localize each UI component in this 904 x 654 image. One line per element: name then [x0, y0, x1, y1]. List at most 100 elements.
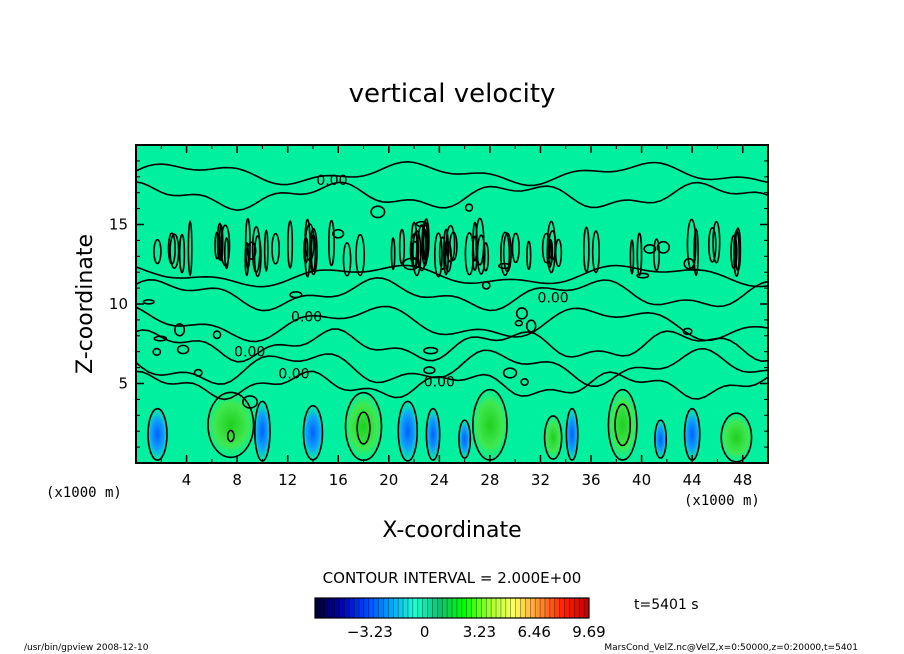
colorbar-cell: [398, 598, 404, 618]
x-axis-label: X-coordinate: [382, 518, 521, 543]
contour-line: [438, 236, 447, 271]
contour-line: [178, 233, 186, 274]
contour-line: [152, 347, 162, 356]
x-tick-label: 20: [379, 471, 398, 489]
footer-right: MarsCond_VelZ.nc@VelZ,x=0:50000,z=0:2000…: [604, 643, 858, 653]
contour-line: [287, 220, 294, 269]
colorbar-cell: [378, 598, 384, 618]
contour-line: [614, 403, 632, 447]
x-tick-label: 16: [329, 471, 348, 489]
updraft-cell: [467, 383, 513, 463]
contour-line: [449, 231, 458, 261]
y-tick-label: 5: [118, 375, 128, 393]
colorbar-cell: [554, 598, 560, 618]
downdraft-cell: [424, 404, 442, 463]
contour-line: [153, 335, 168, 342]
contour-line: [174, 323, 186, 337]
contour-line: [629, 239, 635, 275]
contour-line: [390, 237, 396, 271]
colorbar-cell: [496, 598, 502, 618]
colorbar-cell: [373, 598, 379, 618]
colorbar-cell: [510, 598, 516, 618]
contour-line: [332, 228, 345, 239]
colorbar-cell: [491, 598, 497, 618]
contour-line: [356, 411, 371, 445]
colorbar-cell: [579, 598, 585, 618]
plot-area: 0.000.000.000.000.00 0.00 4 8 12 16 20 24 28 32 3…: [109, 144, 769, 489]
contour-line: [370, 205, 386, 219]
colorbar-tick-label: 3.23: [463, 623, 496, 641]
contour-line: [422, 346, 439, 355]
x-unit-right: (x1000 m): [684, 493, 760, 509]
x-tick-label: 8: [232, 471, 242, 489]
contour-line: [193, 368, 203, 377]
colorbar-cell: [368, 598, 375, 618]
contour-line: [398, 228, 406, 265]
x-tick-label: 4: [182, 471, 192, 489]
colorbar-cell: [437, 598, 443, 618]
contour-line: [693, 228, 699, 277]
colorbar-cell: [334, 598, 340, 618]
downdraft-cell: [252, 396, 273, 463]
contour-line: [136, 370, 768, 401]
contour-value-label: 0.00: [424, 375, 455, 391]
contour-line: [136, 264, 768, 288]
contour-line: [636, 232, 643, 277]
contour-line: [253, 235, 262, 278]
colorbar-cell: [403, 598, 409, 618]
downdraft-cell: [395, 396, 421, 463]
contour-interval: CONTOUR INTERVAL = 2.000E+00: [323, 569, 582, 587]
x-tick-label: 36: [581, 471, 600, 489]
contour-value-label: 0.00: [316, 173, 347, 189]
downdraft-cell: [144, 404, 171, 463]
contour-line: [153, 238, 162, 265]
colorbar-cell: [584, 598, 590, 618]
y-axis-label: Z-coordinate: [73, 234, 98, 374]
colorbar-cell: [569, 598, 575, 618]
contour-line: [525, 319, 537, 333]
colorbar-cell: [354, 598, 360, 618]
time-label: t=5401 s: [634, 597, 699, 613]
contour-line: [207, 391, 255, 459]
contour-line: [458, 419, 472, 459]
contour-line: [464, 203, 474, 212]
contour-line: [136, 276, 768, 312]
updraft-cell: [339, 386, 388, 463]
contour-line: [176, 344, 190, 355]
x-tick-label: 24: [430, 471, 449, 489]
x-tick-label: 40: [632, 471, 651, 489]
contour-line: [481, 280, 491, 290]
contour-line: [218, 224, 224, 262]
contour-line: [511, 232, 520, 264]
contour-line: [244, 241, 250, 277]
x-tick-label: 28: [480, 471, 499, 489]
contour-value-label: 0.00: [234, 344, 265, 360]
contour-line: [500, 231, 511, 277]
contour-line: [433, 232, 443, 278]
contour-line: [271, 232, 280, 265]
colorbar-cell: [574, 598, 580, 618]
x-unit-left: (x1000 m): [46, 485, 122, 501]
contour-line: [654, 419, 668, 459]
contour-line: [708, 227, 717, 263]
contour-line: [712, 220, 721, 264]
contour-labels: 0.00 0.00 0.00 0.00 0.00 0.00: [234, 173, 569, 391]
contour-line: [520, 378, 529, 387]
colorbar-cell: [447, 598, 453, 618]
colorbar-cell: [535, 598, 541, 618]
contour-line: [309, 227, 318, 276]
colorbar-cell: [540, 598, 546, 618]
contour-line: [541, 232, 551, 264]
colorbar-cell: [486, 598, 492, 618]
contour-line: [223, 237, 230, 270]
contour-line: [136, 181, 768, 212]
colorbar-cell: [452, 598, 458, 618]
colorbar-cell: [324, 598, 330, 618]
colorbar-cell: [407, 598, 414, 618]
contour-line: [226, 429, 235, 443]
colorbar-cell: [319, 598, 326, 618]
contour-line: [246, 241, 257, 260]
contour-line: [147, 407, 168, 461]
contour-line: [514, 319, 524, 327]
contour-line: [583, 226, 590, 273]
